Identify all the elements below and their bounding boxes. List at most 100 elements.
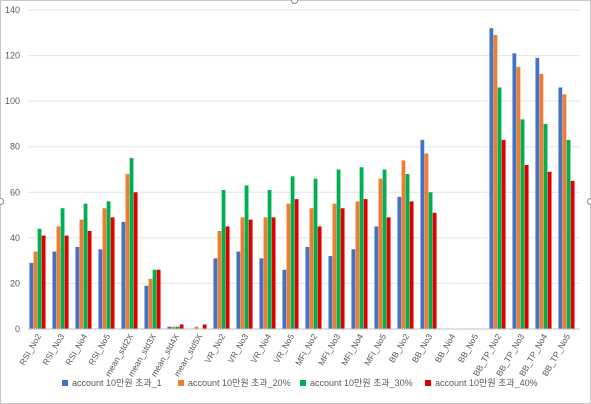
y-tick-label: 60 [10, 187, 20, 197]
y-tick-label: 40 [10, 233, 20, 243]
bar [33, 251, 38, 329]
bar [501, 139, 506, 329]
bar [558, 87, 563, 329]
bar [225, 226, 230, 329]
bar [263, 217, 268, 329]
resize-handle-right[interactable] [587, 198, 591, 205]
legend: account 10만원 초과_1 account 10만원 초과_20% acco… [62, 378, 538, 388]
y-tick-label: 120 [5, 51, 20, 61]
bar [497, 87, 502, 329]
bar [202, 324, 207, 329]
legend-label: account 10만원 초과_40% [435, 378, 538, 388]
bar [171, 326, 176, 329]
bar [102, 208, 107, 329]
bar [240, 217, 245, 329]
legend-label: account 10만원 초과_30% [310, 378, 413, 388]
bar [64, 235, 69, 329]
y-tick-label: 80 [10, 142, 20, 152]
legend-swatch [178, 380, 184, 386]
bar [386, 217, 391, 329]
bar [156, 269, 161, 329]
bar [516, 66, 521, 329]
bar [351, 249, 356, 329]
x-tick-label: VR_No3 [226, 332, 251, 365]
bar [41, 235, 46, 329]
bars [29, 28, 575, 330]
bar [144, 285, 149, 329]
gridlines [28, 9, 580, 284]
bar [512, 53, 517, 330]
y-axis-ticks: 0 20 40 60 80 100 120 140 [5, 5, 20, 334]
bar [179, 324, 184, 329]
y-tick-label: 140 [5, 5, 20, 15]
resize-handle-left[interactable] [0, 198, 4, 205]
legend-label: account 10만원 초과_1 [72, 378, 162, 388]
bar [75, 246, 80, 329]
bar [336, 169, 341, 329]
y-tick-label: 0 [15, 324, 20, 334]
bar [83, 203, 88, 329]
bar [409, 201, 414, 329]
bar [547, 171, 552, 329]
x-axis-labels: RSI_No2RSI_No3RSI_No4RSI_No5mean_std2Xme… [17, 332, 572, 379]
bar [194, 326, 199, 329]
x-tick-label: BB_No2 [387, 332, 412, 365]
bar [259, 258, 264, 329]
bar [424, 153, 429, 329]
y-tick-label: 100 [5, 96, 20, 106]
x-tick-label: BB_No5 [456, 332, 481, 365]
bar [52, 251, 57, 329]
bar [121, 221, 126, 329]
bar [397, 196, 402, 329]
bar [294, 199, 299, 329]
bar [37, 228, 42, 329]
legend-swatch [300, 380, 306, 386]
legend-label: account 10만원 초과_20% [188, 378, 291, 388]
bar [152, 269, 157, 329]
bar [543, 123, 548, 329]
bar [98, 249, 103, 329]
bar [566, 139, 571, 329]
x-tick-label: BB_No3 [410, 332, 435, 365]
bar [217, 231, 222, 329]
bar [286, 203, 291, 329]
bar [267, 190, 272, 329]
bar [236, 251, 241, 329]
bar [106, 201, 111, 329]
bar [221, 190, 226, 329]
bar [489, 28, 494, 329]
bar [524, 164, 529, 329]
bar [133, 192, 138, 329]
y-tick-label: 20 [10, 278, 20, 288]
bar [539, 73, 544, 329]
bar [378, 178, 383, 329]
bar [493, 35, 498, 330]
bar [129, 158, 134, 329]
x-tick-label: VR_No5 [272, 332, 297, 365]
bar [175, 326, 180, 329]
bar [271, 217, 276, 329]
bar [56, 226, 61, 329]
resize-handle-top[interactable] [291, 0, 298, 4]
bar [562, 94, 567, 329]
legend-swatch [62, 380, 68, 386]
bar [363, 199, 368, 329]
bar [87, 231, 92, 329]
bar [359, 167, 364, 329]
bar [317, 226, 322, 329]
bar [382, 169, 387, 329]
bar [244, 185, 249, 329]
bar [60, 208, 65, 329]
bar [213, 258, 218, 329]
bar [432, 212, 437, 329]
bar [313, 178, 318, 329]
bar [282, 269, 287, 329]
bar [29, 262, 34, 329]
x-tick-label: VR_No4 [249, 332, 274, 365]
bar [167, 326, 172, 329]
bar [401, 160, 406, 329]
bar [328, 256, 333, 329]
bar [570, 180, 575, 329]
bar [110, 217, 115, 329]
